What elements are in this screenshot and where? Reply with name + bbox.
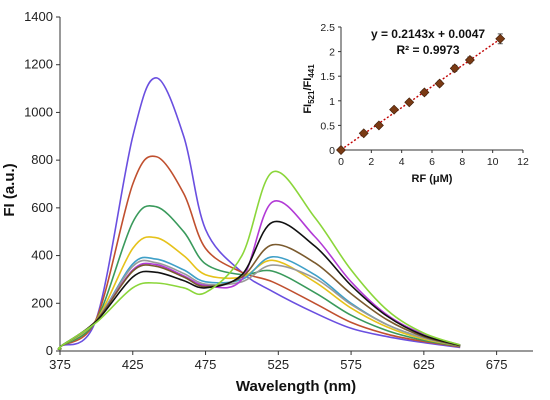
main-x-tick-label: 675: [486, 357, 508, 372]
inset-x-tick-label: 10: [487, 156, 499, 168]
main-x-tick-label: 475: [195, 357, 217, 372]
spectrum-series-3: [57, 204, 461, 351]
main-y-tick-label: 600: [31, 200, 53, 215]
main-y-tick-label: 400: [31, 248, 53, 263]
main-x-tick-label: 525: [267, 357, 289, 372]
inset-data-point: [404, 97, 415, 108]
spectrum-series-9: [57, 220, 461, 351]
inset-chart: 0 0.5 1 1.5 2 2.5 0 2 4 6 8 10 12 y = 0.2143x + 0.0…: [302, 22, 529, 185]
inset-r-squared: R² = 0.9973: [396, 43, 459, 57]
inset-y-label-fi: FI: [302, 104, 314, 114]
inset-x-tick-label: 6: [429, 156, 435, 168]
inset-y-tick-label: 1: [329, 96, 335, 108]
spectrum-series-6: [57, 259, 461, 351]
inset-data-points: [336, 33, 506, 155]
inset-y-tick-label: 0.5: [320, 120, 335, 132]
main-y-tick-label: 800: [31, 152, 53, 167]
inset-data-point: [434, 78, 445, 89]
inset-y-tick-label: 2.5: [320, 22, 335, 34]
spectrum-series-2: [57, 155, 461, 351]
inset-y-tick-label: 1.5: [320, 71, 335, 83]
main-y-tick-label: 1400: [24, 9, 53, 24]
inset-y-ticks: 0 0.5 1 1.5 2 2.5: [320, 22, 341, 157]
spectrum-series-10: [57, 170, 461, 350]
inset-data-point: [449, 63, 460, 74]
inset-x-tick-label: 12: [517, 156, 529, 168]
inset-y-tick-label: 2: [329, 47, 335, 59]
inset-y-label-sep: /FI: [302, 78, 314, 91]
inset-x-axis-label: RF (μM): [412, 173, 453, 185]
spectrum-series-1: [57, 76, 461, 351]
inset-equation: y = 0.2143x + 0.0047: [371, 27, 485, 41]
main-y-tick-label: 200: [31, 295, 53, 310]
inset-x-tick-label: 0: [338, 156, 344, 168]
inset-data-point: [389, 104, 400, 115]
main-y-tick-label: 1000: [24, 104, 53, 119]
main-series-lines: [57, 76, 461, 351]
main-y-ticks: 0 200 400 600 800 1000 1200 1400: [24, 9, 60, 358]
main-x-tick-label: 575: [340, 357, 362, 372]
main-x-tick-label: 425: [122, 357, 144, 372]
main-x-axis-label: Wavelength (nm): [236, 378, 356, 395]
inset-data-point: [464, 55, 475, 65]
inset-y-label-sub2: 441: [307, 64, 316, 78]
main-y-axis-label: FI (a.u.): [1, 163, 18, 216]
inset-y-label-sub1: 521: [307, 90, 316, 104]
main-x-tick-label: 625: [413, 357, 435, 372]
main-x-tick-label: 375: [49, 357, 71, 372]
inset-y-axis-label: FI521/FI441: [302, 64, 316, 114]
inset-data-point: [373, 120, 384, 131]
main-y-tick-label: 0: [46, 343, 53, 358]
inset-x-tick-label: 8: [459, 156, 465, 168]
inset-data-point: [495, 33, 506, 44]
inset-data-point: [419, 87, 430, 98]
inset-x-tick-label: 4: [399, 156, 405, 168]
inset-data-point: [336, 145, 346, 155]
inset-x-tick-label: 2: [368, 156, 374, 168]
inset-data-point: [358, 128, 369, 139]
main-y-tick-label: 1200: [24, 57, 53, 72]
main-x-ticks: 375 425 475 525 575 625 675: [49, 351, 507, 372]
inset-x-ticks: 0 2 4 6 8 10 12: [338, 150, 529, 168]
inset-y-tick-label: 0: [329, 145, 335, 157]
